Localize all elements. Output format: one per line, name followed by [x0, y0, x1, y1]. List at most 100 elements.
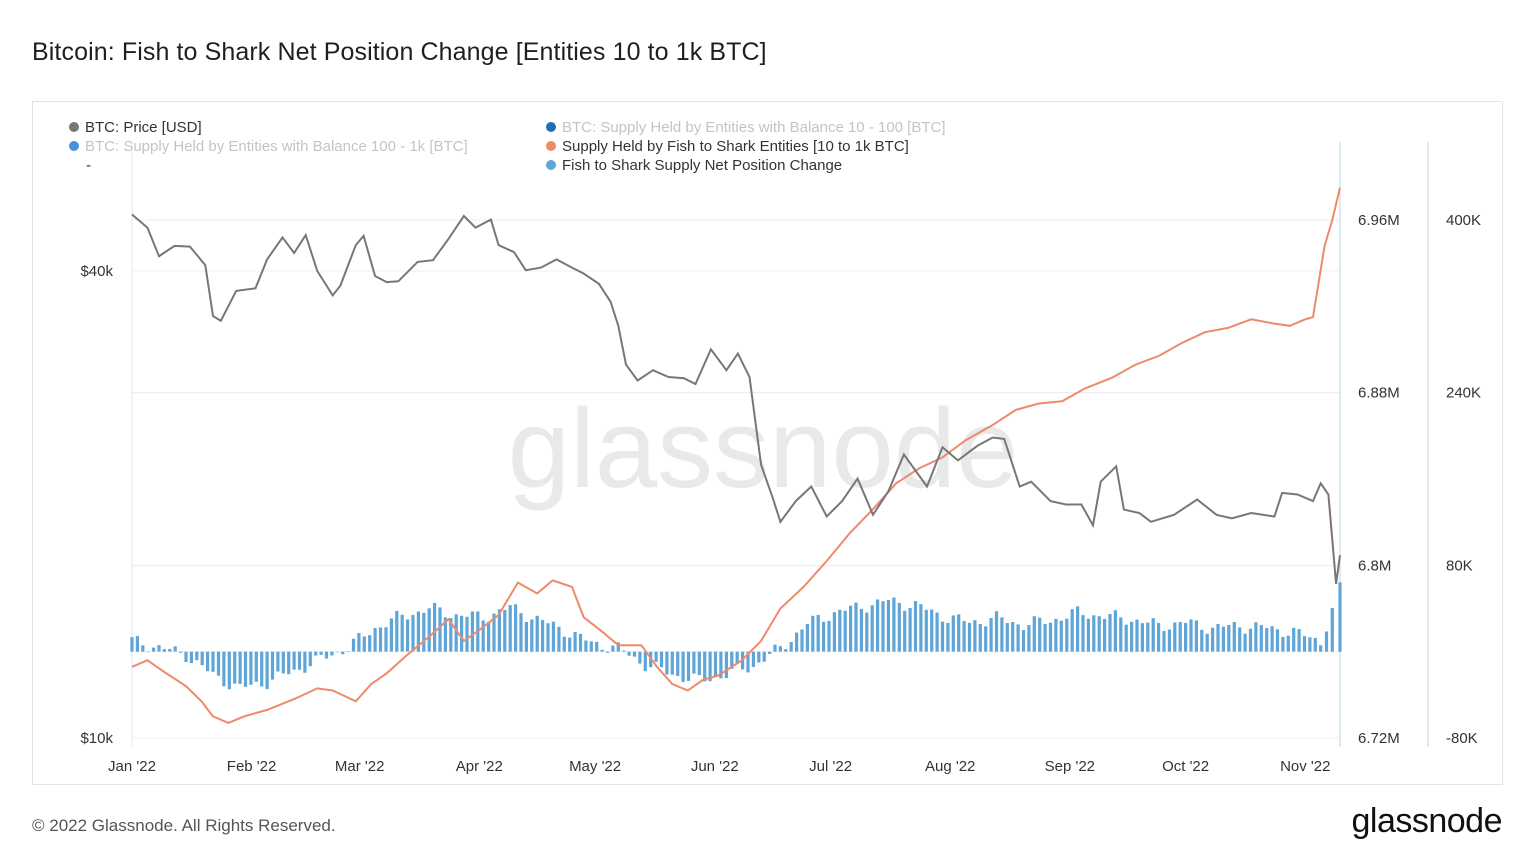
net-change-bar — [967, 622, 972, 652]
net-change-bar — [1248, 628, 1253, 652]
net-change-bar — [216, 651, 221, 676]
legend-item-supply-100-1k[interactable]: BTC: Supply Held by Entities with Balanc… — [69, 138, 468, 155]
net-change-bar — [206, 651, 210, 672]
net-change-bar — [535, 615, 539, 652]
net-change-bar — [876, 599, 880, 652]
net-change-bar — [260, 651, 264, 687]
legend-dot-net-position-change — [546, 160, 556, 170]
net-change-bar — [189, 651, 193, 663]
x-tick-label: May '22 — [569, 758, 621, 775]
legend-item-fish-shark-supply[interactable]: Supply Held by Fish to Shark Entities [1… — [546, 138, 909, 155]
x-tick-label: Feb '22 — [227, 758, 277, 775]
net-change-bar — [297, 651, 302, 670]
net-change-bar — [243, 651, 248, 687]
net-change-bar — [870, 605, 874, 652]
net-change-bar — [1065, 618, 1069, 652]
net-change-bar — [249, 651, 253, 685]
legend-dash: - — [86, 157, 91, 174]
net-change-bar — [146, 651, 150, 653]
net-change-bar — [1140, 623, 1144, 652]
chart-panel: glassnode Jan '22 Feb '22 Mar '22 Apr '22 Ma… — [32, 101, 1503, 785]
net-change-bar — [454, 614, 458, 652]
net-change-bar — [859, 608, 863, 652]
legend-label-supply-100-1k: BTC: Supply Held by Entities with Balanc… — [85, 138, 468, 155]
net-change-bar — [784, 649, 788, 652]
net-change-bar — [1103, 618, 1107, 652]
net-change-bar — [270, 651, 275, 680]
net-change-bar — [935, 612, 939, 652]
net-change-bar — [568, 637, 572, 652]
net-change-bar — [946, 622, 950, 652]
net-change-bar — [719, 651, 723, 679]
net-change-bar — [1081, 615, 1085, 652]
net-change-bar — [422, 612, 426, 652]
copyright-text: © 2022 Glassnode. All Rights Reserved. — [32, 816, 336, 835]
net-change-bar — [222, 651, 226, 687]
net-change-bar — [1313, 637, 1317, 652]
net-change-bar — [816, 615, 820, 652]
net-change-bar — [265, 651, 269, 689]
net-change-bar — [200, 651, 204, 666]
net-change-bar — [314, 651, 318, 656]
legend-dot-price — [69, 122, 79, 132]
net-change-bar — [897, 602, 901, 652]
net-change-bar — [1108, 614, 1112, 652]
net-change-bar — [1302, 636, 1307, 652]
legend-item-supply-10-100[interactable]: BTC: Supply Held by Entities with Balanc… — [546, 119, 946, 136]
net-change-bar — [795, 632, 799, 652]
net-change-bar — [584, 640, 588, 652]
net-change-bar — [308, 651, 312, 667]
net-change-bar — [406, 619, 410, 652]
net-change-bar — [135, 636, 139, 652]
net-change-bar — [1086, 618, 1090, 652]
net-change-bar — [438, 607, 442, 652]
watermark-text: glassnode — [508, 386, 1019, 511]
legend-label-fish-shark-supply: Supply Held by Fish to Shark Entities [1… — [562, 138, 909, 155]
net-position-change-bars — [130, 582, 1342, 690]
net-change-bar — [465, 616, 469, 652]
legend-item-net-position-change[interactable]: Fish to Shark Supply Net Position Change — [546, 157, 842, 174]
net-change-bar — [730, 651, 734, 669]
net-change-bar — [811, 615, 815, 652]
net-change-bar — [973, 620, 977, 652]
net-change-bar — [179, 651, 183, 653]
net-change-bar — [497, 609, 501, 652]
net-change-bar — [130, 637, 134, 652]
net-change-bar — [541, 620, 545, 652]
y-left-tick-label: $10k — [80, 730, 113, 747]
net-change-bar — [989, 618, 993, 652]
net-change-bar — [622, 650, 626, 652]
net-change-bar — [881, 601, 885, 652]
net-change-bar — [373, 628, 377, 652]
legend-dot-fish-shark-supply — [546, 141, 556, 151]
net-change-bar — [341, 651, 345, 655]
net-change-bar — [287, 651, 291, 675]
net-change-bar — [1092, 615, 1096, 652]
net-change-bar — [162, 649, 166, 652]
net-change-bar — [854, 602, 858, 652]
net-change-bar — [346, 651, 350, 652]
net-change-bar — [1205, 633, 1209, 652]
net-change-bar — [551, 621, 555, 652]
x-tick-label: Nov '22 — [1280, 758, 1330, 775]
y-right-change-tick-label: 80K — [1446, 557, 1473, 574]
net-change-bar — [768, 651, 772, 654]
net-change-bar — [838, 609, 842, 652]
net-change-bar — [1338, 582, 1342, 652]
net-change-bar — [152, 647, 156, 652]
net-change-bar — [427, 608, 431, 652]
net-change-bar — [984, 626, 988, 652]
net-change-bar — [908, 608, 912, 652]
net-change-bar — [557, 626, 561, 652]
net-change-bar — [1135, 619, 1139, 652]
net-change-bar — [400, 614, 404, 652]
net-change-bar — [692, 651, 696, 674]
net-change-bar — [281, 651, 285, 674]
legend: BTC: Price [USD] BTC: Supply Held by Ent… — [69, 119, 946, 174]
net-change-bar — [1070, 609, 1074, 652]
legend-item-price[interactable]: BTC: Price [USD] — [69, 119, 202, 136]
net-change-bar — [843, 610, 847, 652]
net-change-bar — [903, 610, 907, 652]
net-change-bar — [1157, 622, 1161, 652]
net-change-bar — [957, 614, 961, 652]
